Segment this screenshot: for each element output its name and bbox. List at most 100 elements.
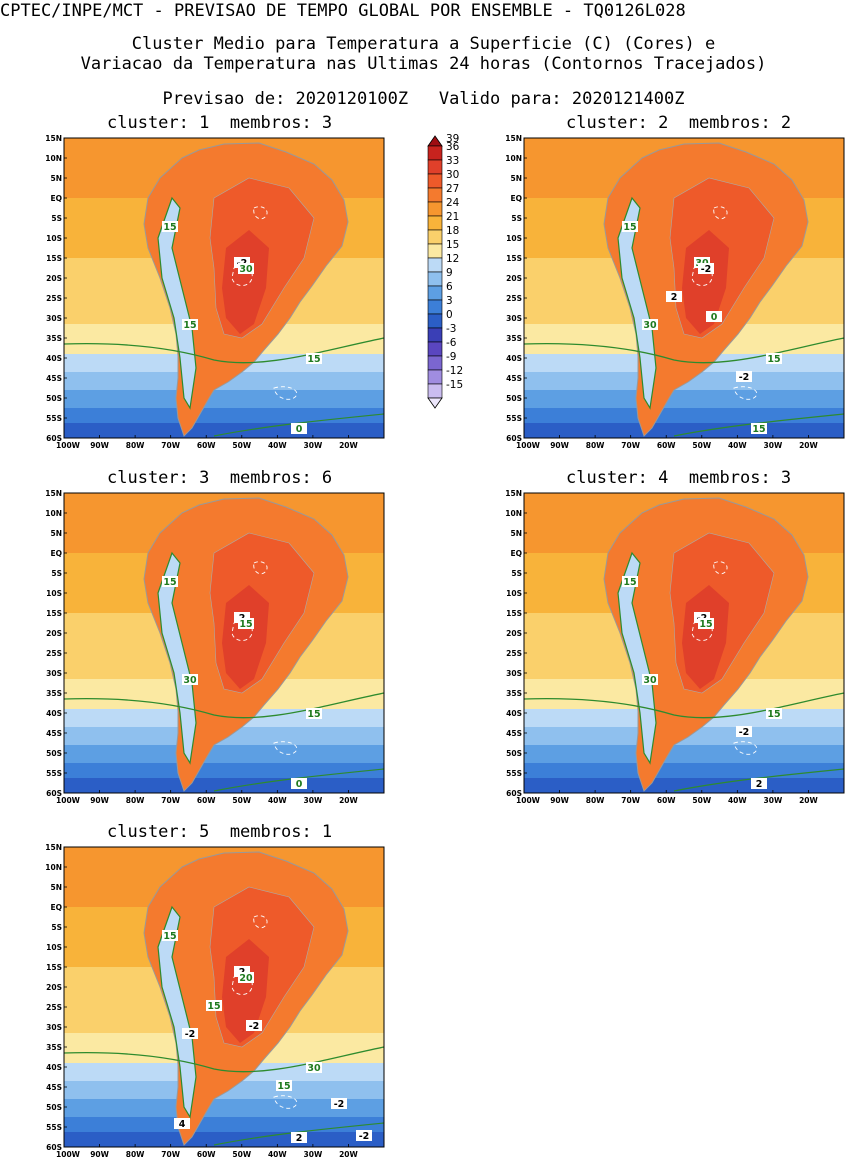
contour-label-bg <box>356 1130 372 1141</box>
latitude-label: EQ <box>511 549 523 558</box>
map-panel-cluster-1: 151515-230015N10N5NEQ5S10S15S20S25S30S35… <box>30 134 388 460</box>
longitude-label: 20W <box>339 796 358 805</box>
contour-label: 30 <box>239 264 253 275</box>
latitude-label: 5N <box>51 174 63 183</box>
colorbar-cell <box>427 383 443 399</box>
sst-band <box>524 745 844 764</box>
contour-label: 15 <box>623 577 636 588</box>
latitude-label: 10S <box>506 589 522 598</box>
contour-label-bg <box>642 674 658 685</box>
latitude-label: 10N <box>45 509 62 518</box>
latitude-label: 15N <box>45 134 62 143</box>
longitude-label: 50W <box>232 1150 251 1159</box>
latitude-label: 55S <box>46 769 62 778</box>
sst-band <box>524 763 844 779</box>
longitude-label: 20W <box>799 441 818 450</box>
latitude-label: 30S <box>506 314 522 323</box>
longitude-label: 30W <box>304 1150 323 1159</box>
latitude-label: 55S <box>506 414 522 423</box>
longitude-label: 60W <box>657 441 676 450</box>
figure-title-line-3: Variacao da Temperatura nas Ultimas 24 h… <box>80 54 767 74</box>
colorbar-cell <box>427 229 443 245</box>
contour-label-bg <box>766 708 782 719</box>
contour-label-bg <box>174 1118 190 1129</box>
contour-label: 15 <box>163 577 176 588</box>
andes-cold-strip <box>157 905 197 1119</box>
latitude-label: EQ <box>511 194 523 203</box>
latitude-label: 25S <box>46 649 62 658</box>
colorbar-level-label: 30 <box>446 169 459 181</box>
contour-label: -2 <box>185 1029 196 1040</box>
colorbar-cell <box>427 369 443 385</box>
map-svg: 153015215015N10N5NEQ5S10S15S20S25S30S35S… <box>45 489 385 805</box>
longitude-label: 60W <box>197 1150 216 1159</box>
contour-label: 15 <box>767 709 780 720</box>
latitude-label: 35S <box>46 1043 62 1052</box>
contour-label-bg <box>234 257 250 268</box>
isotherm-15c <box>523 692 845 719</box>
contour-label: 0 <box>296 424 303 435</box>
latitude-label: 50S <box>46 749 62 758</box>
latitude-label: 30S <box>506 669 522 678</box>
latitude-label: 35S <box>506 689 522 698</box>
longitude-label: 30W <box>764 796 783 805</box>
colorbar-level-label: 27 <box>446 183 459 195</box>
colorbar-level-label: -6 <box>446 337 457 349</box>
hot-region <box>222 585 269 689</box>
longitude-label: 80W <box>126 796 145 805</box>
latitude-label: 45S <box>46 374 62 383</box>
colorbar-level-label: 39 <box>446 133 459 145</box>
latitude-label: 30S <box>46 314 62 323</box>
latitude-label: 55S <box>46 1123 62 1132</box>
contour-label-bg <box>238 263 254 274</box>
contour-label-bg <box>234 612 250 623</box>
longitude-label: 90W <box>90 441 109 450</box>
latitude-label: 5S <box>51 923 62 932</box>
longitude-label: 50W <box>232 796 251 805</box>
colorbar-cell <box>427 299 443 315</box>
contour-label: 30 <box>183 675 197 686</box>
colorbar-level-label: 12 <box>446 253 459 265</box>
map-frame <box>63 846 385 1148</box>
contour-label-bg <box>751 778 767 789</box>
sst-band <box>524 778 844 794</box>
latitude-label: 50S <box>46 394 62 403</box>
latitude-label: 45S <box>46 729 62 738</box>
contour-label-bg <box>182 1028 198 1039</box>
latitude-label: 5N <box>51 529 63 538</box>
contour-label: 2 <box>756 779 763 790</box>
longitude-label: 80W <box>126 441 145 450</box>
latitude-label: 30S <box>46 1023 62 1032</box>
andes-cold-strip <box>617 196 657 410</box>
contour-label-bg <box>206 1000 222 1011</box>
longitude-label: 60W <box>197 441 216 450</box>
colorbar-cell <box>427 215 443 231</box>
hot-region <box>682 585 729 689</box>
contour-label-bg <box>291 778 307 789</box>
contour-label-bg <box>234 966 250 977</box>
contour-label-bg <box>642 319 658 330</box>
colorbar-top-arrow <box>427 135 443 147</box>
sst-band <box>64 390 384 409</box>
longitude-label: 100W <box>516 796 541 805</box>
contour-label-bg <box>331 1098 347 1109</box>
colorbar-cell <box>427 285 443 301</box>
latitude-label: 15N <box>505 489 522 498</box>
sst-band <box>524 408 844 424</box>
longitude-label: 90W <box>550 796 569 805</box>
latitude-label: 40S <box>46 1063 62 1072</box>
longitude-label: 70W <box>621 441 640 450</box>
latitude-label: 15N <box>505 134 522 143</box>
longitude-label: 90W <box>90 796 109 805</box>
contour-label-bg <box>736 726 752 737</box>
contour-label: 30 <box>643 675 657 686</box>
contour-label-bg <box>622 221 638 232</box>
panel-2-title: cluster: 2 membros: 2 <box>566 113 792 133</box>
contour-label: 15 <box>307 354 320 365</box>
contour-label-bg <box>238 618 254 629</box>
contour-label: 15 <box>183 320 196 331</box>
contour-label: 15 <box>767 354 780 365</box>
latitude-label: 20S <box>46 274 62 283</box>
longitude-label: 100W <box>56 441 81 450</box>
latitude-label: 20S <box>46 629 62 638</box>
